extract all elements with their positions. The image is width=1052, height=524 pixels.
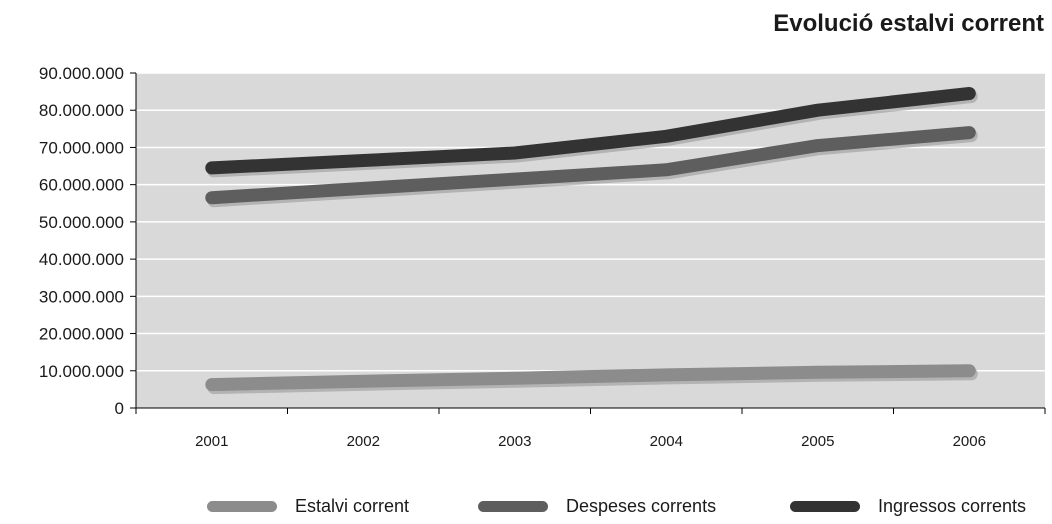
data-point <box>514 178 516 180</box>
data-point <box>362 187 364 189</box>
plot-area <box>136 73 1045 408</box>
y-tick-label: 70.000.000 <box>39 138 124 157</box>
data-point <box>211 197 213 199</box>
y-tick-label: 10.000.000 <box>39 362 124 381</box>
y-tick-label: 20.000.000 <box>39 325 124 344</box>
y-tick-label: 40.000.000 <box>39 250 124 269</box>
data-point <box>817 145 819 147</box>
data-point <box>817 109 819 111</box>
data-point <box>362 380 364 382</box>
y-tick-label: 0 <box>115 399 124 418</box>
series-line <box>205 87 976 175</box>
data-point <box>817 371 819 373</box>
x-tick-label: 2005 <box>801 433 834 450</box>
legend: Estalvi corrent Despeses corrents Ingresso… <box>0 496 1052 524</box>
data-point <box>211 384 213 386</box>
series-line <box>205 364 976 392</box>
data-point <box>514 152 516 154</box>
legend-label: Estalvi corrent <box>295 496 410 516</box>
data-point <box>968 370 970 372</box>
x-tick-label: 2006 <box>953 433 986 450</box>
legend-swatch <box>207 501 277 512</box>
data-point <box>362 159 364 161</box>
legend-swatch <box>478 501 548 512</box>
y-tick-label: 50.000.000 <box>39 213 124 232</box>
chart-title: Evolució estalvi corrent <box>773 10 1044 37</box>
legend-swatch <box>790 501 860 512</box>
legend-label: Despeses corrents <box>566 496 717 516</box>
legend-item: Despeses corrents <box>478 496 716 517</box>
y-tick-label: 90.000.000 <box>39 64 124 83</box>
y-tick-label: 60.000.000 <box>39 176 124 195</box>
data-point <box>665 135 667 137</box>
legend-label: Ingressos corrents <box>878 496 1027 516</box>
series-line <box>205 126 976 205</box>
data-point <box>665 169 667 171</box>
legend-item: Estalvi corrent <box>207 496 409 517</box>
data-point <box>211 167 213 169</box>
data-point <box>514 377 516 379</box>
line-chart: 0 10.000.000 20.000.000 30.000.000 40.000.00… <box>39 64 1046 450</box>
data-point <box>968 132 970 134</box>
y-tick-label: 30.000.000 <box>39 287 124 306</box>
legend-item: Ingressos corrents <box>790 496 1026 517</box>
x-tick-label: 2001 <box>195 433 228 450</box>
x-tick-label: 2003 <box>498 433 531 450</box>
x-tick-label: 2004 <box>650 433 683 450</box>
data-point <box>968 92 970 94</box>
data-point <box>665 374 667 376</box>
x-tick-label: 2002 <box>347 433 380 450</box>
y-tick-label: 80.000.000 <box>39 101 124 120</box>
